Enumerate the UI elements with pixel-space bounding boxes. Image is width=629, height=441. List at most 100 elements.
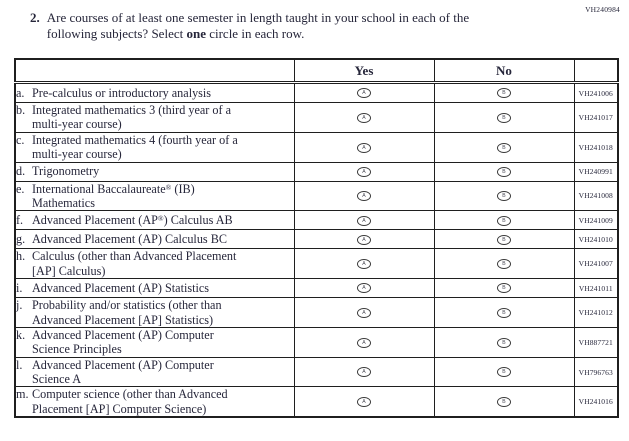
- row-code: VH241007: [573, 248, 619, 280]
- oval-letter: B: [502, 285, 506, 292]
- yes-option-circle[interactable]: A: [357, 215, 371, 226]
- oval-letter: A: [362, 237, 366, 243]
- row-code: VH241010: [573, 229, 619, 250]
- table-row: m. Computer science (other than Advanced …: [14, 386, 619, 418]
- oval-letter: B: [502, 169, 506, 175]
- oval-letter: A: [362, 399, 366, 405]
- oval-letter: B: [502, 237, 506, 243]
- row-code: VH240991: [573, 161, 619, 182]
- row-letter: h.: [16, 249, 26, 264]
- row-code: VH241012: [573, 297, 619, 328]
- yes-option-circle[interactable]: A: [357, 191, 371, 202]
- no-option-circle[interactable]: B: [497, 234, 511, 245]
- yes-option-circle[interactable]: A: [357, 367, 371, 378]
- table-row: e. International Baccalaureate® (IB) Math…: [14, 180, 619, 212]
- row-code: VH241017: [573, 102, 619, 133]
- oval-letter: A: [362, 340, 366, 346]
- oval-letter: B: [502, 399, 506, 405]
- header-code-cell: [573, 58, 619, 84]
- table-header-row: Yes No: [14, 58, 619, 84]
- no-option-circle[interactable]: B: [497, 215, 511, 226]
- no-option-circle[interactable]: B: [497, 397, 511, 408]
- table-row: k. Advanced Placement (AP) Computer Scien…: [14, 326, 619, 358]
- row-label: Pre-calculus or introductory analysis: [32, 85, 212, 100]
- yes-option-circle[interactable]: A: [357, 397, 371, 408]
- row-letter: i.: [16, 280, 23, 295]
- row-label: Computer science (other than Advanced Pl…: [32, 387, 228, 416]
- question-text-part: circle in each row.: [205, 25, 305, 41]
- oval-letter: B: [502, 340, 506, 346]
- question: 2. Are courses of at least one semester …: [30, 10, 586, 42]
- oval-letter: B: [502, 369, 506, 375]
- row-letter: e.: [16, 181, 25, 196]
- no-option-circle[interactable]: B: [497, 307, 511, 318]
- yes-option-circle[interactable]: A: [357, 112, 371, 123]
- oval-letter: B: [502, 144, 506, 151]
- oval-letter: A: [362, 310, 366, 316]
- no-option-circle[interactable]: B: [497, 259, 511, 270]
- question-text-part: Are courses of at least one semester in …: [46, 10, 470, 41]
- yes-option-circle[interactable]: A: [357, 337, 371, 348]
- row-letter: a.: [16, 85, 25, 100]
- oval-letter: A: [362, 169, 366, 175]
- row-code: VH241016: [573, 386, 619, 418]
- no-option-circle[interactable]: B: [497, 166, 511, 177]
- no-option-circle[interactable]: B: [497, 191, 511, 202]
- yes-option-circle[interactable]: A: [357, 142, 371, 153]
- header-empty-cell: [14, 58, 295, 84]
- yes-option-circle[interactable]: A: [357, 307, 371, 318]
- yes-option-circle[interactable]: A: [357, 88, 371, 99]
- row-letter: f.: [16, 213, 24, 228]
- row-letter: j.: [16, 298, 23, 313]
- table-row: c. Integrated mathematics 4 (fourth year …: [14, 131, 619, 163]
- row-code: VH241006: [573, 82, 619, 103]
- row-letter: k.: [16, 327, 26, 342]
- yes-option-circle[interactable]: A: [357, 234, 371, 245]
- row-label: International Baccalaureate® (IB) Mathem…: [32, 181, 195, 210]
- oval-letter: A: [362, 144, 366, 151]
- table-row: a. Pre-calculus or introductory analysis …: [14, 82, 619, 103]
- no-option-circle[interactable]: B: [497, 337, 511, 348]
- no-option-circle[interactable]: B: [497, 88, 511, 99]
- no-option-circle[interactable]: B: [497, 367, 511, 378]
- no-option-circle[interactable]: B: [497, 142, 511, 153]
- row-code: VH241011: [573, 278, 619, 299]
- header-no: No: [433, 58, 575, 84]
- oval-letter: B: [502, 115, 506, 121]
- no-option-circle[interactable]: B: [497, 283, 511, 294]
- question-number: 2.: [30, 10, 40, 25]
- table-row: h. Calculus (other than Advanced Placemen…: [14, 248, 619, 280]
- row-code: VH241008: [573, 180, 619, 212]
- row-letter: d.: [16, 164, 26, 179]
- yes-option-circle[interactable]: A: [357, 283, 371, 294]
- row-letter: g.: [16, 232, 26, 247]
- row-letter: c.: [16, 132, 25, 147]
- yes-option-circle[interactable]: A: [357, 166, 371, 177]
- row-letter: l.: [16, 357, 23, 372]
- row-label: Trigonometry: [32, 164, 100, 179]
- row-label: Advanced Placement (AP) Computer Science…: [32, 327, 214, 357]
- row-label: Integrated mathematics 4 (fourth year of…: [32, 132, 238, 162]
- row-label: Probability and/or statistics (other tha…: [32, 298, 222, 327]
- row-code: VH241018: [573, 131, 619, 163]
- question-text-bold: one: [186, 25, 206, 41]
- row-label: Advanced Placement (AP) Statistics: [32, 280, 210, 295]
- table-row: i. Advanced Placement (AP) Statistics A B…: [14, 278, 619, 299]
- yes-option-circle[interactable]: A: [357, 259, 371, 270]
- table-row: g. Advanced Placement (AP) Calculus BC A …: [14, 229, 619, 250]
- oval-letter: A: [362, 193, 366, 199]
- table-row: f. Advanced Placement (AP®) Calculus AB A…: [14, 210, 619, 231]
- row-code: VH887721: [573, 326, 619, 358]
- no-option-circle[interactable]: B: [497, 112, 511, 123]
- question-text: Are courses of at least one semester in …: [47, 10, 469, 42]
- row-code: VH241009: [573, 210, 619, 231]
- row-letter: b.: [16, 103, 26, 117]
- form-code: VH240984: [585, 5, 620, 14]
- row-label: Advanced Placement (AP) Calculus BC: [32, 232, 227, 247]
- row-label: Advanced Placement (AP®) Calculus AB: [32, 213, 233, 228]
- header-yes: Yes: [293, 58, 435, 84]
- row-code: VH796763: [573, 356, 619, 388]
- oval-letter: B: [502, 218, 506, 224]
- oval-letter: B: [502, 261, 506, 267]
- course-table: Yes No a. Pre-calculus or introductory an…: [14, 58, 619, 419]
